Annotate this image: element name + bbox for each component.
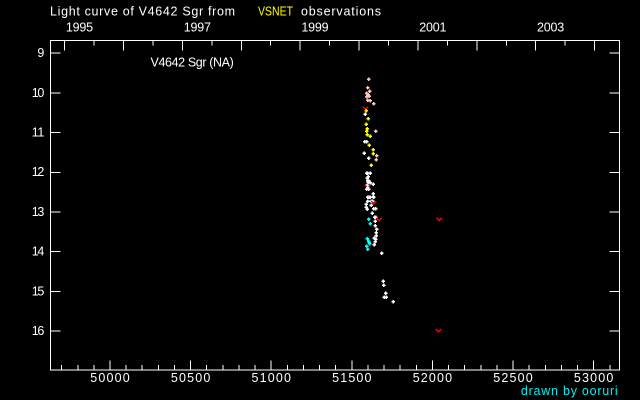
svg-text:16: 16: [32, 324, 45, 338]
svg-text:1999: 1999: [301, 21, 328, 35]
svg-text:observations: observations: [301, 5, 381, 19]
svg-text:51500: 51500: [332, 371, 371, 385]
svg-text:V4642 Sgr (NA): V4642 Sgr (NA): [151, 55, 234, 69]
svg-text:14: 14: [32, 245, 45, 259]
svg-text:9: 9: [37, 46, 44, 60]
svg-text:2003: 2003: [537, 21, 564, 35]
svg-text:Light curve of V4642 Sgr from: Light curve of V4642 Sgr from: [50, 5, 235, 19]
svg-text:52000: 52000: [413, 371, 452, 385]
svg-text:VSNET: VSNET: [258, 5, 293, 19]
svg-text:53000: 53000: [574, 371, 613, 385]
svg-text:15: 15: [32, 284, 45, 298]
svg-text:52500: 52500: [493, 371, 532, 385]
svg-text:drawn by ooruri: drawn by ooruri: [521, 384, 618, 398]
svg-text:50500: 50500: [171, 371, 210, 385]
svg-text:11: 11: [32, 126, 45, 140]
svg-text:13: 13: [32, 205, 45, 219]
svg-text:50000: 50000: [90, 371, 129, 385]
svg-text:1997: 1997: [184, 21, 211, 35]
svg-text:51000: 51000: [252, 371, 291, 385]
svg-text:10: 10: [32, 86, 45, 100]
svg-text:12: 12: [32, 165, 45, 179]
svg-text:1995: 1995: [66, 21, 93, 35]
svg-text:2001: 2001: [419, 21, 446, 35]
